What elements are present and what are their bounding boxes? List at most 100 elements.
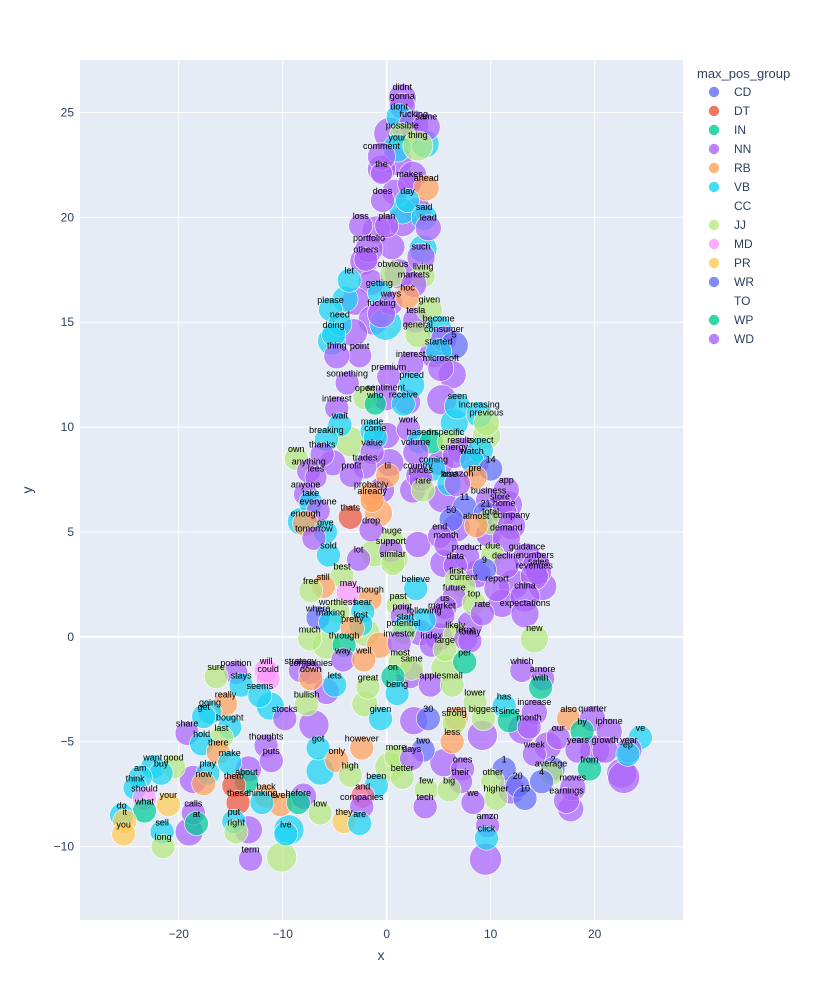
data-point-nn[interactable]: [427, 355, 455, 382]
data-point-rb[interactable]: [351, 647, 377, 673]
data-point-vb[interactable]: [347, 811, 372, 836]
legend-item-jj[interactable]: JJ: [708, 218, 747, 232]
data-point-vb[interactable]: [249, 790, 275, 815]
data-point-rb[interactable]: [375, 463, 401, 488]
data-point-vb[interactable]: [391, 391, 416, 417]
data-point-in[interactable]: [184, 811, 209, 836]
data-point-nn[interactable]: [516, 714, 542, 740]
data-point-jj[interactable]: [294, 691, 319, 717]
data-point-wp[interactable]: [363, 392, 387, 416]
data-point-nn[interactable]: [553, 787, 580, 814]
data-point-nn[interactable]: [433, 532, 459, 557]
data-point-nn[interactable]: [470, 601, 495, 627]
data-point-jj[interactable]: [338, 762, 363, 788]
legend-item-rb[interactable]: RB: [708, 161, 751, 175]
legend-item-nn[interactable]: NN: [708, 142, 752, 156]
legend-item-cd[interactable]: CD: [708, 85, 752, 99]
data-point-jj[interactable]: [266, 841, 297, 873]
data-point-vb[interactable]: [336, 267, 362, 293]
data-point-in[interactable]: [528, 674, 553, 700]
data-point-nn[interactable]: [370, 188, 395, 213]
data-point-nn[interactable]: [301, 525, 327, 551]
legend-item-dt[interactable]: DT: [708, 104, 751, 118]
data-point-vb[interactable]: [474, 825, 499, 851]
data-point-vb[interactable]: [368, 706, 393, 731]
data-point-cd[interactable]: [415, 706, 441, 731]
data-point-jj[interactable]: [380, 551, 406, 576]
data-point-nn[interactable]: [510, 599, 540, 629]
data-point-vb[interactable]: [273, 821, 299, 847]
data-point-nn[interactable]: [444, 470, 471, 498]
data-point-nn[interactable]: [272, 706, 298, 731]
data-point-jj[interactable]: [436, 777, 462, 803]
data-point-in[interactable]: [452, 649, 477, 675]
data-point-jj[interactable]: [439, 672, 465, 698]
data-point-nn[interactable]: [404, 531, 432, 558]
legend-item-wp[interactable]: WP: [708, 313, 754, 327]
legend-item-in[interactable]: IN: [708, 123, 747, 137]
data-point-nn[interactable]: [607, 761, 641, 794]
legend-item-vb[interactable]: VB: [708, 180, 751, 194]
data-point-vb[interactable]: [615, 741, 641, 767]
data-point-jj[interactable]: [298, 578, 324, 603]
legend-item-to[interactable]: TO: [734, 294, 750, 308]
data-point-jj[interactable]: [203, 664, 229, 689]
data-point-nn[interactable]: [522, 741, 547, 767]
data-point-rb[interactable]: [298, 666, 324, 692]
data-point-nn[interactable]: [564, 736, 592, 764]
data-point-nn[interactable]: [414, 214, 442, 242]
data-point-vb[interactable]: [305, 735, 331, 761]
data-point-rb[interactable]: [463, 513, 489, 538]
data-point-nn[interactable]: [460, 790, 486, 815]
data-point-jj[interactable]: [355, 674, 381, 700]
data-point-vb[interactable]: [384, 681, 410, 706]
data-point-nn[interactable]: [258, 748, 284, 773]
data-point-jj[interactable]: [402, 130, 434, 162]
data-point-rb[interactable]: [349, 735, 375, 761]
data-point-nn[interactable]: [367, 299, 396, 329]
data-point-jj[interactable]: [297, 626, 323, 652]
data-point-jj[interactable]: [471, 706, 496, 731]
data-point-nn[interactable]: [309, 442, 335, 467]
data-point-nn[interactable]: [412, 794, 438, 820]
legend-item-md[interactable]: MD: [708, 237, 753, 251]
data-point-rb[interactable]: [412, 174, 440, 202]
data-point-jj[interactable]: [223, 819, 249, 845]
data-point-jj[interactable]: [432, 637, 458, 662]
data-point-in[interactable]: [577, 756, 602, 782]
data-point-nn[interactable]: [238, 846, 263, 872]
data-point-vb[interactable]: [395, 188, 420, 213]
data-point-cd[interactable]: [472, 557, 497, 583]
data-point-jj[interactable]: [473, 409, 500, 437]
data-point-in[interactable]: [286, 790, 311, 815]
data-point-jj[interactable]: [410, 477, 436, 503]
data-point-cd[interactable]: [512, 786, 538, 811]
data-point-jj[interactable]: [150, 834, 176, 859]
data-point-nn[interactable]: [483, 575, 511, 602]
legend-item-wd[interactable]: WD: [708, 332, 755, 346]
data-point-nn[interactable]: [358, 517, 384, 543]
data-point-nn[interactable]: [346, 546, 371, 572]
data-point-cd[interactable]: [529, 769, 554, 794]
data-point-nn[interactable]: [545, 725, 571, 750]
data-point-rb[interactable]: [191, 771, 217, 796]
data-point-nn[interactable]: [334, 370, 360, 396]
data-point-jj[interactable]: [307, 800, 333, 826]
data-point-vb[interactable]: [228, 672, 254, 698]
data-point-jj[interactable]: [389, 765, 415, 790]
data-point-vb[interactable]: [191, 704, 217, 729]
data-point-vb[interactable]: [403, 576, 429, 601]
data-point-rb[interactable]: [439, 729, 465, 755]
data-point-dt[interactable]: [338, 504, 363, 530]
data-point-jj[interactable]: [520, 624, 549, 654]
data-point-rb[interactable]: [395, 284, 420, 310]
data-point-vb[interactable]: [322, 672, 348, 698]
legend[interactable]: CD DT IN NN RB VB CC JJ MD PR WR TO WP WD: [708, 85, 755, 346]
legend-item-pr[interactable]: PR: [708, 256, 752, 270]
data-point-pr[interactable]: [156, 792, 181, 817]
data-point-nn[interactable]: [374, 213, 399, 239]
data-point-nn[interactable]: [353, 246, 379, 272]
data-point-jj[interactable]: [404, 321, 432, 349]
legend-item-wr[interactable]: WR: [708, 275, 755, 289]
legend-item-cc[interactable]: CC: [734, 199, 752, 213]
